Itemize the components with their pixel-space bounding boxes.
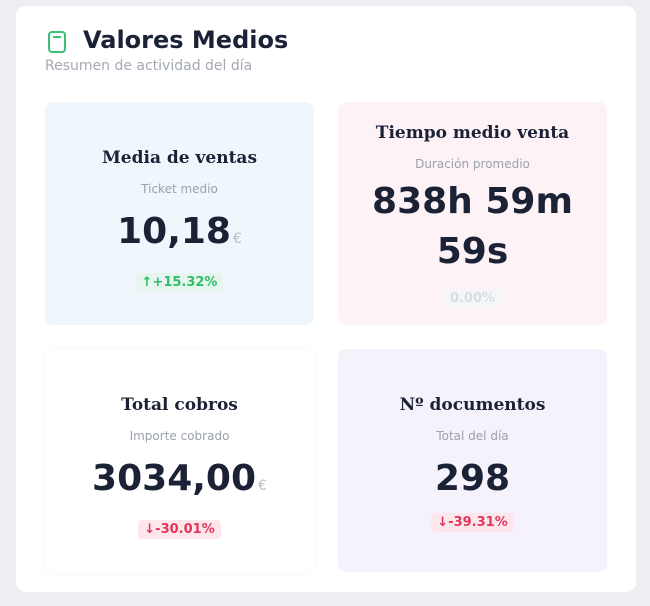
card-value: 298 xyxy=(338,457,607,501)
card-title: Nº documentos xyxy=(399,395,546,415)
card-subtitle: Total del día xyxy=(436,429,509,443)
card-media-ventas: Media de ventas Ticket medio 10,18 € ↑+15… xyxy=(45,102,314,325)
page-title: Valores Medios xyxy=(83,26,289,54)
change-badge: ↓-39.31% xyxy=(431,513,514,532)
card-title: Tiempo medio venta xyxy=(375,123,570,143)
card-total-cobros: Total cobros Importe cobrado 3034,00 € ↓-… xyxy=(45,349,314,572)
card-tiempo-medio-venta: Tiempo medio venta Duración promedio 838… xyxy=(338,102,607,325)
value-unit: € xyxy=(258,478,267,494)
card-value: 10,18 € xyxy=(45,210,314,261)
valores-medios-panel: Valores Medios Resumen de actividad del … xyxy=(16,6,636,592)
card-subtitle: Ticket medio xyxy=(141,182,218,196)
value-unit: € xyxy=(232,231,242,247)
card-subtitle: Importe cobrado xyxy=(129,429,230,443)
value-line-2: 59s xyxy=(436,231,509,272)
value-line-1: 838h 59m xyxy=(372,181,573,222)
change-badge: 0.00% xyxy=(443,289,502,308)
change-badge: ↑+15.32% xyxy=(135,273,224,292)
card-value: 838h 59m 59s xyxy=(338,177,607,277)
value-number: 3034,00 xyxy=(92,458,257,499)
value-number: 298 xyxy=(434,458,511,499)
change-badge: ↓-30.01% xyxy=(138,520,221,539)
card-title: Total cobros xyxy=(121,395,238,415)
value-number: 10,18 xyxy=(117,211,231,252)
card-num-documentos: Nº documentos Total del día 298 ↓-39.31% xyxy=(338,349,607,572)
document-icon xyxy=(46,30,68,54)
page-subtitle: Resumen de actividad del día xyxy=(45,58,253,74)
card-title: Media de ventas xyxy=(101,148,258,168)
card-subtitle: Duración promedio xyxy=(415,157,530,171)
card-value: 3034,00 € xyxy=(45,457,314,508)
